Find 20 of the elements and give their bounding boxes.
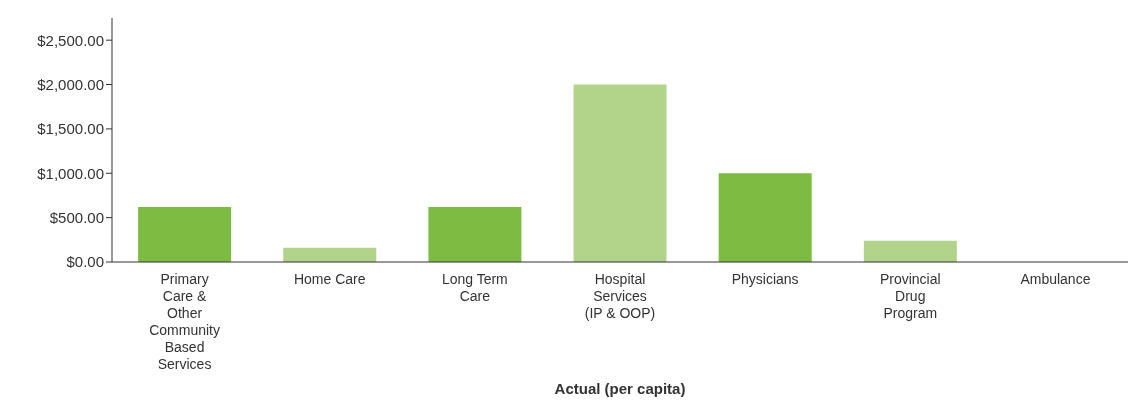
y-tick-label: $2,000.00	[37, 75, 104, 93]
bar	[718, 173, 812, 262]
x-tick-label: Home Care	[293, 271, 366, 287]
x-axis-title: Actual (per capita)	[553, 380, 687, 397]
y-tick-label: $1,500.00	[37, 120, 104, 138]
y-tick-label: $500.00	[49, 208, 104, 226]
bar	[283, 247, 377, 262]
y-tick-label: $2,500.00	[37, 31, 104, 49]
bar	[138, 206, 232, 262]
y-tick-label: $1,000.00	[37, 164, 104, 182]
y-tick-label: $0.00	[66, 253, 104, 271]
x-tick-label: Hospital Services (IP & OOP)	[584, 271, 656, 321]
x-tick-label: Ambulance	[1020, 271, 1091, 287]
bar	[863, 240, 957, 262]
x-tick-label: Primary Care & Other Community Based Services	[149, 271, 220, 372]
x-tick-label: Physicians	[731, 271, 799, 287]
bar	[573, 84, 667, 262]
x-tick-label: Provincial Drug Program	[879, 271, 941, 321]
bar	[428, 206, 522, 262]
x-tick-label: Long Term Care	[441, 271, 508, 304]
